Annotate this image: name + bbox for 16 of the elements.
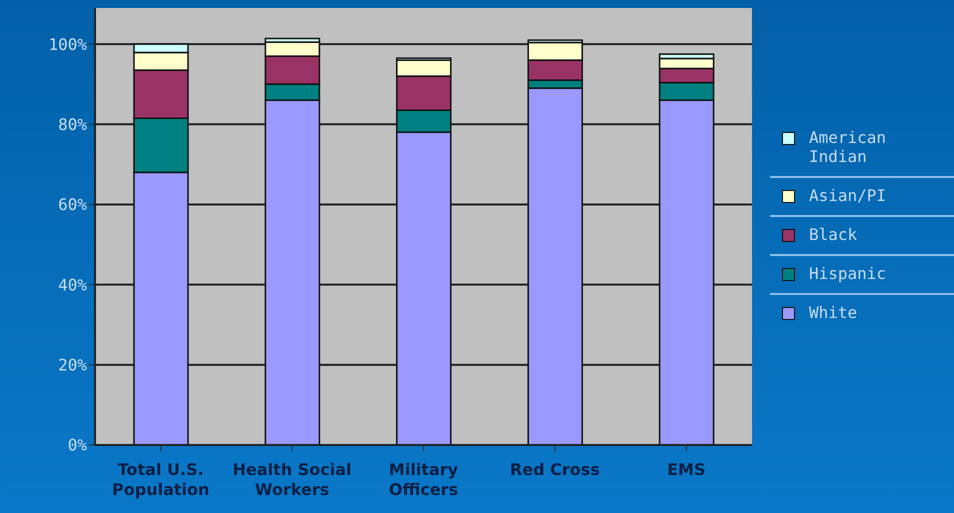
y-tick-label: 100% bbox=[48, 34, 88, 54]
x-tick-label: EMS bbox=[667, 460, 706, 479]
x-tick-label: Health Social Workers bbox=[232, 460, 352, 499]
y-tick-label: 20% bbox=[58, 355, 88, 374]
y-tick-label: 40% bbox=[58, 275, 88, 294]
y-tick-label: 60% bbox=[58, 195, 88, 214]
legend-label: White bbox=[809, 303, 858, 322]
y-tick-label: 80% bbox=[58, 114, 88, 134]
legend-label: American Indian bbox=[809, 128, 888, 166]
legend-label: Asian/PI bbox=[809, 186, 888, 205]
y-tick-label: 0% bbox=[68, 436, 88, 455]
x-tick-label: Red Cross bbox=[510, 460, 600, 479]
legend-label: Black bbox=[809, 225, 858, 244]
x-tick-label: Military Officers bbox=[388, 460, 459, 499]
x-tick-label: Total U.S. Population bbox=[112, 460, 210, 499]
legend-label: Hispanic bbox=[809, 264, 888, 283]
